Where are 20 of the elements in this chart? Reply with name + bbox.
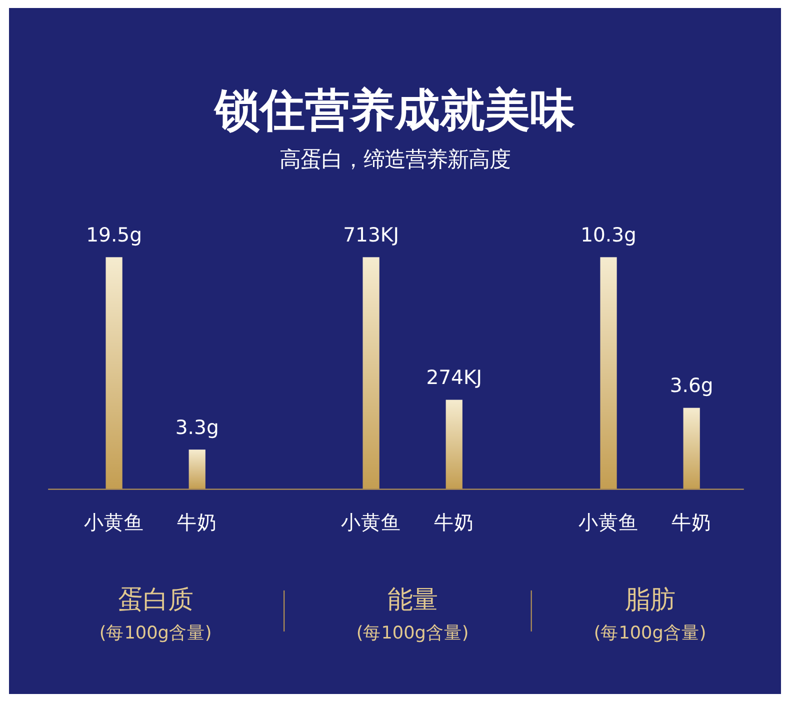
data-label: 19.5g [86,224,142,247]
x-tick-label: 小黄鱼 [341,510,402,534]
data-label: 10.3g [580,224,636,247]
x-tick-label: 牛奶 [434,510,474,534]
data-label: 3.3g [175,416,219,439]
x-tick-label: 牛奶 [177,510,218,534]
text: (每100g含量) [99,623,212,644]
text: (每100g含量) [356,623,469,644]
text: 锁住营养成就美味 [213,83,576,136]
x-axis-title: 蛋白质 [118,584,194,614]
x-axis-title: 脂肪 [625,584,676,614]
x-tick-label: 小黄鱼 [84,510,144,534]
x-tick-label: 小黄鱼 [578,510,639,534]
text: 高蛋白，缔造营养新高度 [280,147,510,172]
x-axis-title: 能量 [388,584,438,614]
data-label: 274KJ [426,366,482,390]
data-label: 3.6g [670,374,714,398]
data-label: 713KJ [343,224,399,247]
x-tick-label: 牛奶 [672,510,712,534]
text: (每100g含量) [594,623,706,644]
